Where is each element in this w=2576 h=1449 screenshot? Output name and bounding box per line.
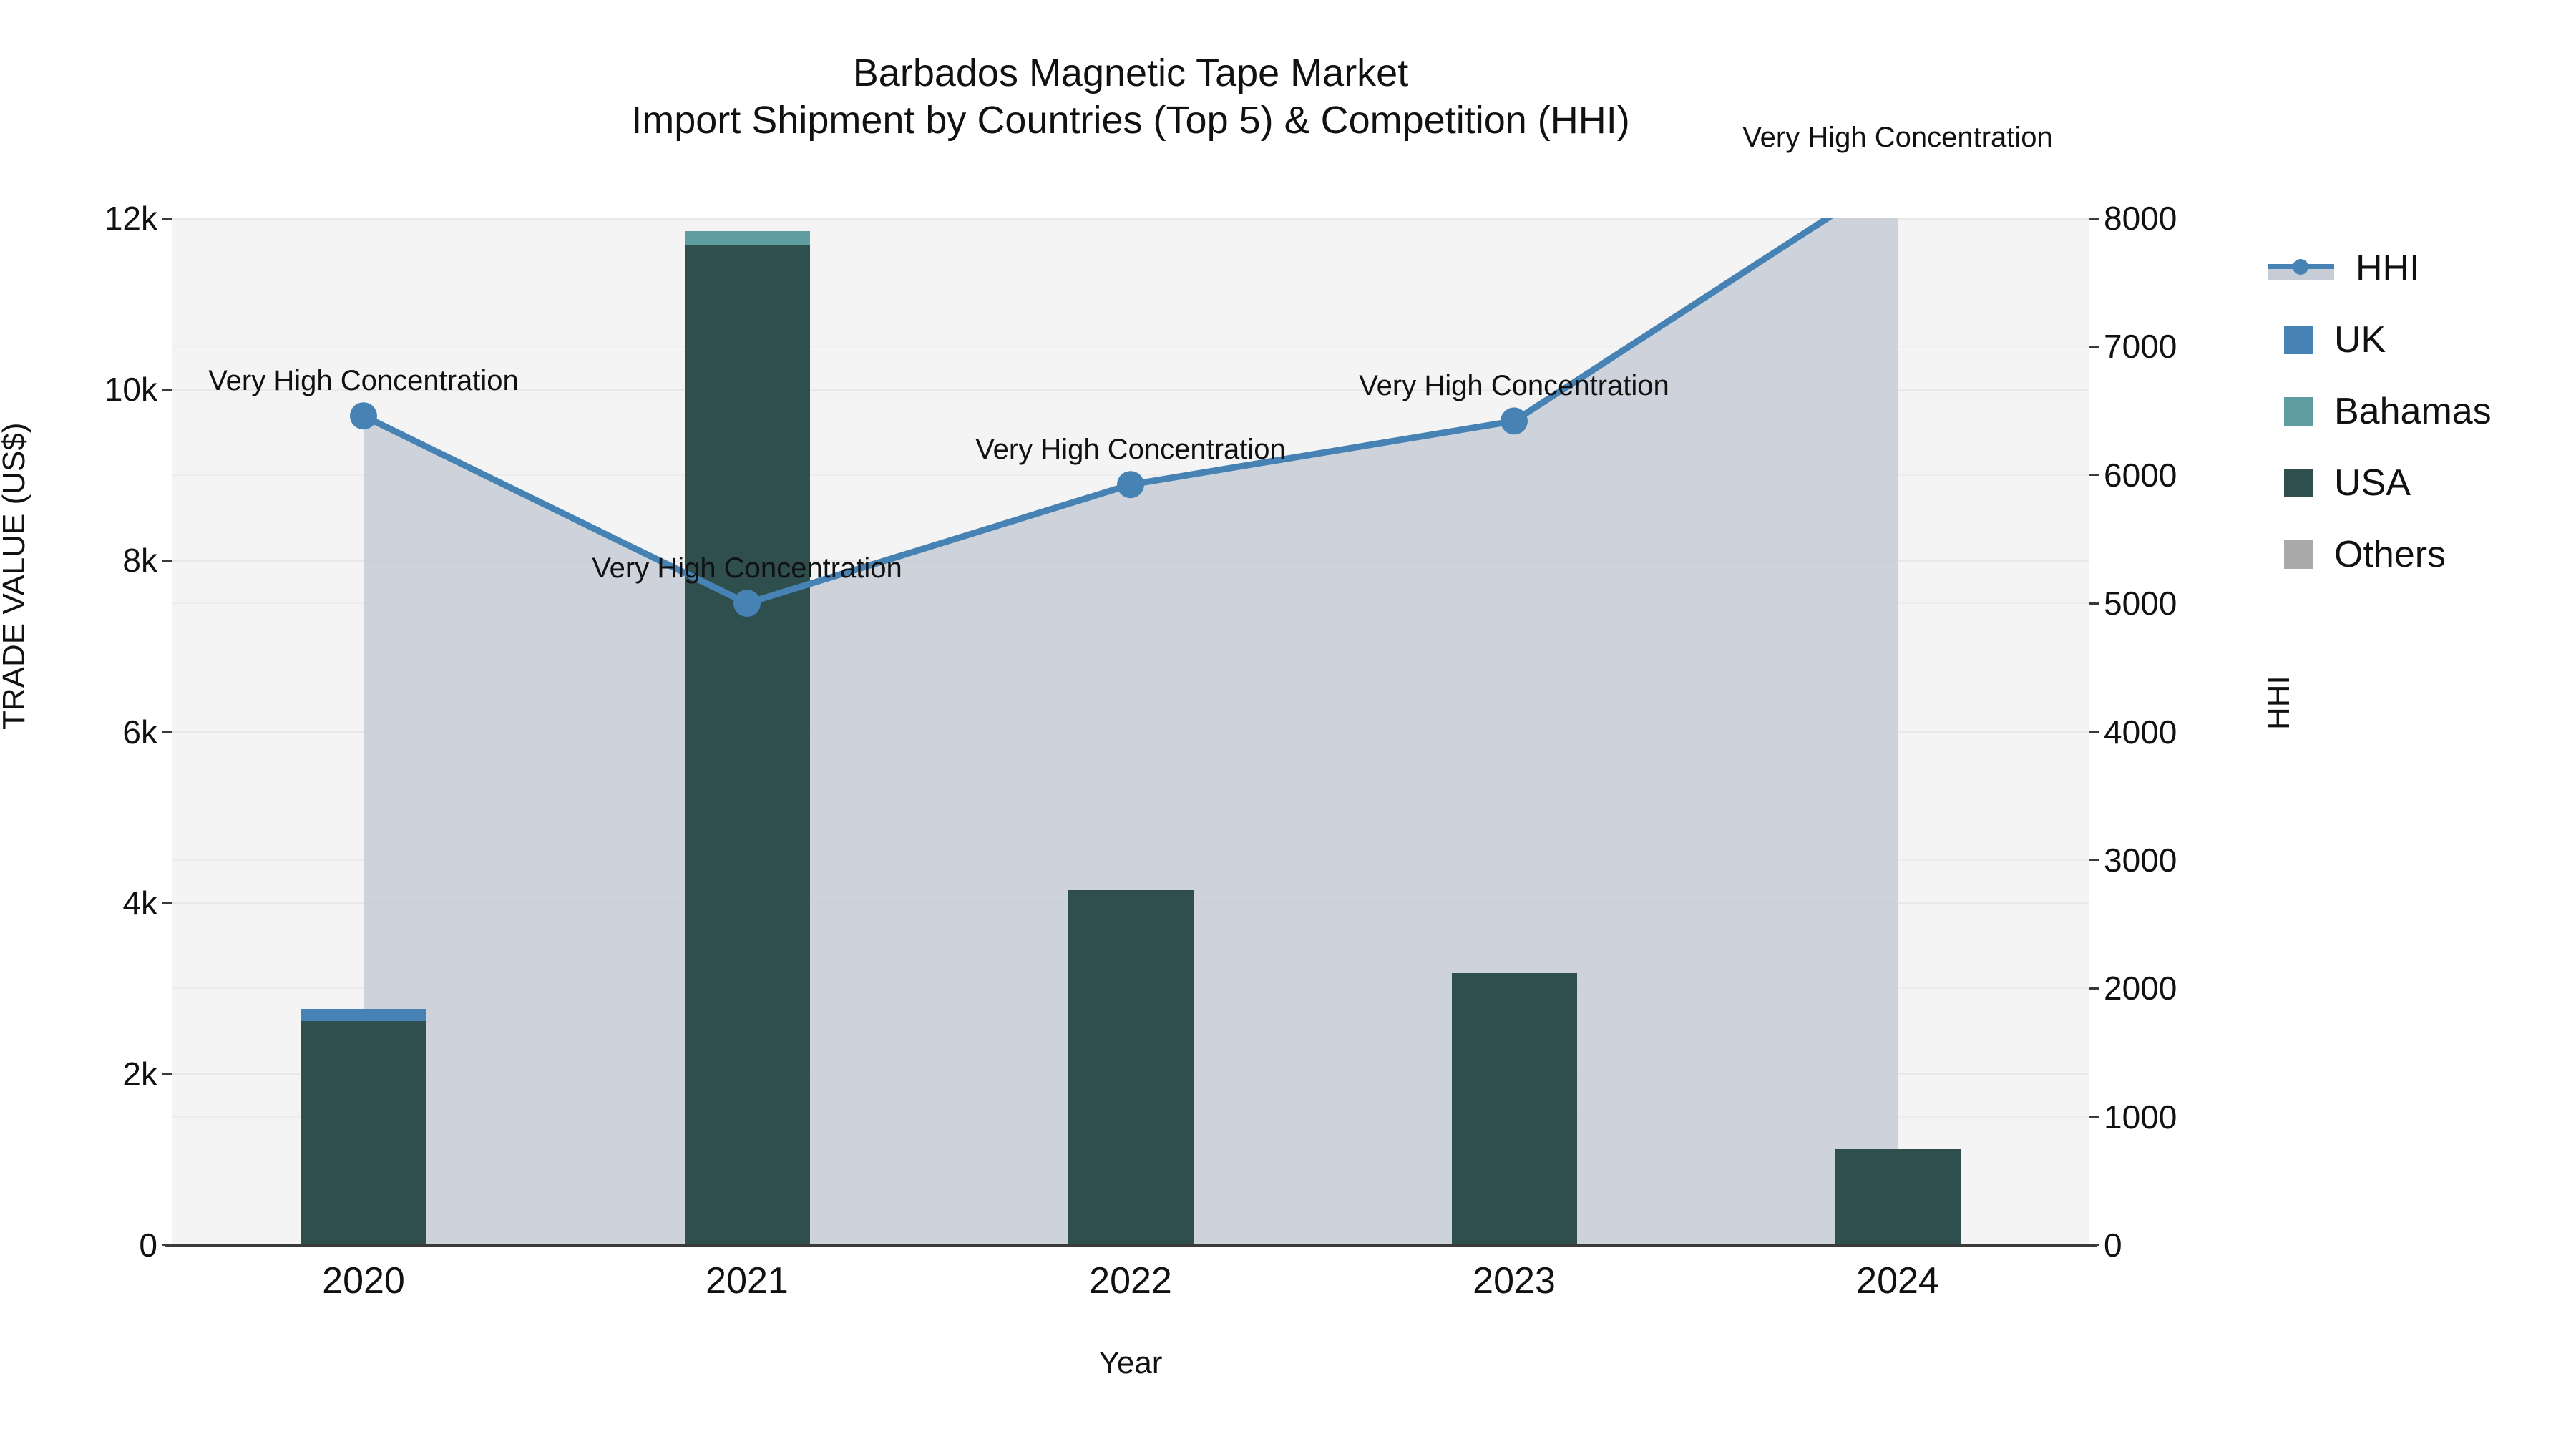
y-axis-left-tick-mark <box>162 217 172 220</box>
x-axis-tick-label: 2023 <box>1473 1260 1556 1302</box>
x-axis-tick-label: 2021 <box>706 1260 789 1302</box>
y-axis-left-tick-mark <box>162 1073 172 1075</box>
bar-segment-bahamas[interactable] <box>684 230 810 246</box>
y-axis-right-tick-mark <box>2089 217 2099 220</box>
chart-legend: HHI UK Bahamas USA Others <box>2268 233 2569 590</box>
legend-line-key-icon <box>2268 254 2334 283</box>
annotation-label: Very High Concentration <box>208 365 519 397</box>
y-axis-left-tick-label: 2k <box>122 1055 157 1093</box>
y-axis-left-tick-mark <box>162 1244 172 1246</box>
legend-item-label: Others <box>2334 534 2446 575</box>
bar-segment-usa[interactable] <box>1451 972 1577 1245</box>
legend-item-usa[interactable]: USA <box>2268 447 2569 519</box>
y-axis-right-tick-mark <box>2089 1116 2099 1118</box>
y-axis-right-tick-mark <box>2089 602 2099 605</box>
y-axis-right-tick-label: 5000 <box>2104 585 2177 623</box>
bar-segment-usa[interactable] <box>301 1020 426 1245</box>
y-axis-right-tick-label: 6000 <box>2104 456 2177 494</box>
y-axis-right-tick-mark <box>2089 731 2099 733</box>
annotation-label: Very High Concentration <box>592 552 902 585</box>
legend-swatch-icon <box>2284 326 2313 354</box>
chart-title: Barbados Magnetic Tape Market Import Ship… <box>172 50 2089 145</box>
bar-segment-usa[interactable] <box>684 245 810 1245</box>
annotation-label: Very High Concentration <box>1359 370 1669 402</box>
x-axis-label: Year <box>1098 1345 1163 1380</box>
y-axis-right-tick-label: 1000 <box>2104 1098 2177 1136</box>
y-axis-right-tick-mark <box>2089 987 2099 990</box>
y-axis-left-label: TRADE VALUE (US$) <box>0 422 31 731</box>
y-axis-right-tick-label: 0 <box>2104 1226 2122 1264</box>
y-axis-right-tick-mark <box>2089 1244 2099 1246</box>
x-axis-line <box>165 1244 2097 1247</box>
y-axis-right-tick-label: 7000 <box>2104 328 2177 366</box>
legend-item-uk[interactable]: UK <box>2268 304 2569 376</box>
y-axis-left-tick-label: 6k <box>122 713 157 751</box>
legend-marker-dot <box>2293 259 2308 275</box>
legend-item-label: Bahamas <box>2334 391 2492 432</box>
legend-swatch-icon <box>2284 397 2313 426</box>
y-axis-right-tick-label: 4000 <box>2104 713 2177 751</box>
plot-area: Very High Concentration Very High Concent… <box>172 122 2089 1245</box>
plot-inner <box>172 218 2089 1245</box>
legend-item-hhi[interactable]: HHI <box>2268 233 2569 304</box>
y-axis-left-tick-mark <box>162 902 172 904</box>
legend-swatch-icon <box>2284 469 2313 497</box>
y-axis-left-tick-mark <box>162 731 172 733</box>
bar-segment-usa[interactable] <box>1835 1149 1961 1245</box>
chart-title-line1: Barbados Magnetic Tape Market <box>852 52 1409 94</box>
chart-title-line2: Import Shipment by Countries (Top 5) & C… <box>631 98 1630 142</box>
y-axis-left-tick-label: 8k <box>122 542 157 580</box>
y-axis-right-tick-label: 3000 <box>2104 841 2177 879</box>
y-axis-right-label: HHI <box>2261 675 2296 730</box>
legend-item-label: HHI <box>2356 248 2420 289</box>
annotation-label: Very High Concentration <box>975 434 1286 466</box>
y-axis-right-tick-mark <box>2089 474 2099 477</box>
y-axis-left-tick-mark <box>162 559 172 562</box>
y-axis-right-tick-mark <box>2089 345 2099 348</box>
legend-item-bahamas[interactable]: Bahamas <box>2268 376 2569 447</box>
y-axis-left-tick-label: 12k <box>104 200 157 237</box>
annotation-label: Very High Concentration <box>1742 122 2053 154</box>
y-axis-left-tick-label: 0 <box>139 1226 157 1264</box>
bar-segment-usa[interactable] <box>1068 889 1194 1245</box>
x-axis-tick-label: 2022 <box>1089 1260 1172 1302</box>
y-axis-left-tick-mark <box>162 388 172 391</box>
x-axis-tick-label: 2020 <box>322 1260 405 1302</box>
legend-item-label: USA <box>2334 462 2411 504</box>
y-axis-left-tick-label: 4k <box>122 884 157 922</box>
y-axis-right-tick-mark <box>2089 859 2099 862</box>
y-axis-right-tick-label: 2000 <box>2104 970 2177 1008</box>
legend-swatch-icon <box>2284 540 2313 569</box>
legend-item-label: UK <box>2334 319 2386 361</box>
legend-item-others[interactable]: Others <box>2268 519 2569 590</box>
y-axis-right-tick-label: 8000 <box>2104 200 2177 237</box>
bar-segment-uk[interactable] <box>301 1008 426 1021</box>
y-axis-left-tick-label: 10k <box>104 371 157 409</box>
x-axis-tick-label: 2024 <box>1856 1260 1939 1302</box>
